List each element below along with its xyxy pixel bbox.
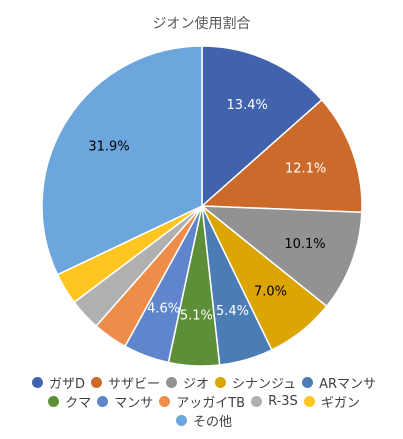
pie-slice bbox=[41, 45, 203, 276]
data-label: 4.6% bbox=[147, 302, 180, 317]
data-label: 12.1% bbox=[285, 162, 326, 177]
data-label: 31.9% bbox=[88, 140, 129, 155]
chart-title: ジオン使用割合 bbox=[152, 16, 251, 32]
legend-label: シナンジュ bbox=[232, 377, 297, 392]
legend-item: サザビー bbox=[90, 373, 160, 392]
data-label: 5.1% bbox=[180, 308, 213, 323]
legend-label: ARマンサ bbox=[319, 377, 377, 392]
legend-marker bbox=[48, 396, 60, 407]
legend-item: ジオ bbox=[165, 373, 209, 392]
legend-label: クマ bbox=[65, 396, 92, 411]
legend-label: ギガン bbox=[320, 396, 360, 411]
legend: ガザD サザビー ジオ シナンジュ ARマンサクマ マンサ アッガイTB R-3S ギガンその他 bbox=[6, 373, 402, 430]
pie-data-labels: 13.4% 12.1% 10.1% 7.0% 5.4%5.1%4.6% 31.9% bbox=[88, 98, 326, 323]
legend-item: ARマンサ bbox=[302, 373, 376, 392]
legend-marker bbox=[159, 396, 171, 407]
pie-slices bbox=[41, 45, 363, 367]
data-label: 5.4% bbox=[216, 304, 249, 319]
legend-marker bbox=[90, 377, 102, 388]
legend-marker bbox=[97, 396, 109, 407]
legend-label: ガザD bbox=[48, 377, 85, 392]
pie-slice bbox=[200, 98, 363, 214]
legend-label: その他 bbox=[192, 415, 232, 430]
legend-label: マンサ bbox=[114, 396, 154, 411]
legend-item: ガザD bbox=[31, 373, 85, 392]
legend-item: シナンジュ bbox=[215, 373, 296, 392]
data-label: 7.0% bbox=[254, 285, 287, 300]
legend-marker bbox=[302, 377, 314, 388]
legend-marker bbox=[303, 396, 315, 407]
legend-marker bbox=[215, 377, 226, 388]
legend-label: ジオ bbox=[182, 377, 209, 392]
legend-marker bbox=[175, 415, 187, 426]
legend-row: その他 bbox=[6, 411, 402, 430]
legend-label: アッガイTB bbox=[176, 396, 246, 411]
pie-slice bbox=[199, 205, 363, 308]
legend-marker bbox=[31, 377, 43, 388]
legend-marker bbox=[251, 396, 263, 407]
legend-row: ガザD サザビー ジオ シナンジュ ARマンサ bbox=[6, 373, 402, 392]
legend-item: その他 bbox=[175, 411, 232, 430]
legend-item: R-3S bbox=[251, 394, 298, 409]
legend-label: サザビー bbox=[107, 377, 160, 392]
legend-item: マンサ bbox=[97, 392, 153, 411]
pie-slice bbox=[201, 45, 323, 208]
legend-row: クマ マンサ アッガイTB R-3S ギガン bbox=[6, 392, 402, 411]
legend-label: R-3S bbox=[268, 394, 298, 409]
data-label: 10.1% bbox=[284, 237, 325, 252]
legend-item: ギガン bbox=[303, 392, 360, 411]
legend-marker bbox=[165, 377, 177, 388]
legend-item: クマ bbox=[48, 392, 91, 411]
legend-item: アッガイTB bbox=[159, 392, 245, 411]
data-label: 13.4% bbox=[227, 98, 268, 113]
